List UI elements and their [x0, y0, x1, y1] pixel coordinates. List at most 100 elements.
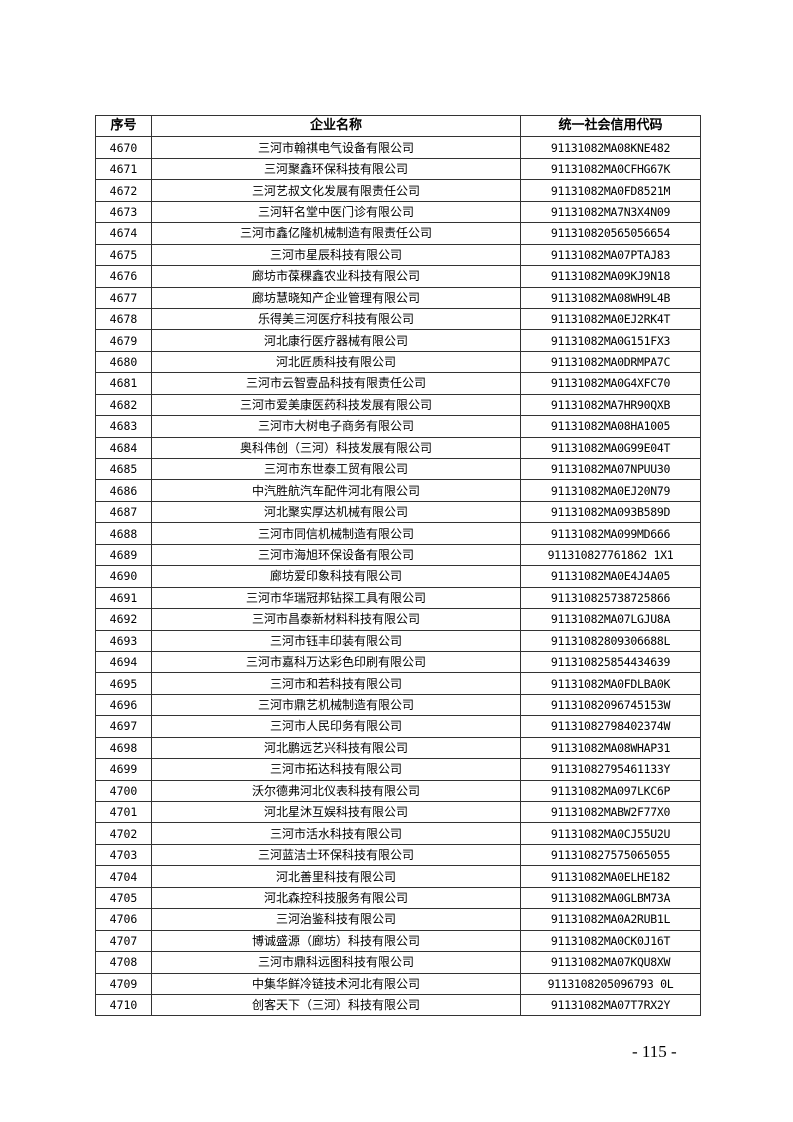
- credit-code: 91131082MA0CFHG67K: [520, 157, 701, 181]
- company-name: 三河市海旭环保设备有限公司: [151, 543, 521, 567]
- credit-code: 91131082MA07T7RX2Y: [520, 993, 701, 1017]
- company-name: 三河市鼎艺机械制造有限公司: [151, 693, 521, 717]
- header-company-name: 企业名称: [151, 114, 521, 138]
- credit-code: 911310820565056654: [520, 222, 701, 245]
- row-index: 4674: [95, 222, 152, 245]
- table-row: 4688 三河市同信机械制造有限公司 91131082MA099MD666: [95, 522, 701, 545]
- table-row: 4677 廊坊慧晓知产企业管理有限公司 91131082MA08WH9L4B: [95, 286, 701, 309]
- row-index: 4696: [95, 693, 152, 717]
- table-row: 4670 三河市翰祺电气设备有限公司 91131082MA08KNE482: [95, 136, 701, 159]
- row-index: 4690: [95, 565, 152, 588]
- row-index: 4700: [95, 779, 152, 803]
- table-row: 4679 河北康行医疗器械有限公司 91131082MA0G151FX3: [95, 329, 701, 352]
- credit-code: 911310827761862 1X1: [520, 543, 701, 567]
- company-name: 廊坊爱印象科技有限公司: [151, 565, 521, 588]
- table-row: 4689 三河市海旭环保设备有限公司 911310827761862 1X1: [95, 543, 701, 567]
- company-name: 三河市翰祺电气设备有限公司: [151, 136, 521, 159]
- row-index: 4707: [95, 929, 152, 953]
- credit-code: 91131082MA0FD8521M: [520, 179, 701, 202]
- table-row: 4675 三河市星辰科技有限公司 91131082MA07PTAJ83: [95, 243, 701, 267]
- row-index: 4683: [95, 415, 152, 438]
- row-index: 4676: [95, 265, 152, 288]
- row-index: 4681: [95, 372, 152, 395]
- credit-code: 91131082MA0GLBM73A: [520, 886, 701, 910]
- header-index: 序号: [95, 114, 152, 138]
- row-index: 4694: [95, 650, 152, 674]
- table-row: 4702 三河市活水科技有限公司 91131082MA0CJ55U2U: [95, 822, 701, 845]
- page-number: - 115 -: [632, 1042, 677, 1061]
- company-name: 中集华鲜冷链技术河北有限公司: [151, 972, 521, 995]
- credit-code: 91131082MA09KJ9N18: [520, 265, 701, 288]
- company-name: 三河艺叔文化发展有限责任公司: [151, 179, 521, 202]
- table-row: 4672 三河艺叔文化发展有限责任公司 91131082MA0FD8521M: [95, 179, 701, 202]
- row-index: 4677: [95, 286, 152, 309]
- company-name: 三河市华瑞冠邦钻探工具有限公司: [151, 586, 521, 610]
- row-index: 4670: [95, 136, 152, 159]
- company-name: 沃尔德弗河北仪表科技有限公司: [151, 779, 521, 803]
- table-row: 4681 三河市云智壹品科技有限责任公司 91131082MA0G4XFC70: [95, 372, 701, 395]
- company-name: 奥科伟创（三河）科技发展有限公司: [151, 436, 521, 460]
- table-row: 4700 沃尔德弗河北仪表科技有限公司 91131082MA097LKC6P: [95, 779, 701, 803]
- company-name: 河北聚实厚达机械有限公司: [151, 500, 521, 524]
- row-index: 4682: [95, 393, 152, 417]
- table-row: 4707 博诚盛源（廊坊）科技有限公司 91131082MA0CK0J16T: [95, 929, 701, 953]
- credit-code: 91131082MA7HR90QXB: [520, 393, 701, 417]
- credit-code: 91131082MA093B589D: [520, 500, 701, 524]
- company-name: 中汽胜航汽车配件河北有限公司: [151, 479, 521, 502]
- table-row: 4673 三河轩名堂中医门诊有限公司 91131082MA7N3X4N09: [95, 200, 701, 224]
- company-name: 三河市鑫亿隆机械制造有限责任公司: [151, 222, 521, 245]
- credit-code: 91131082798402374W: [520, 715, 701, 738]
- credit-code: 91131082MA08HA1005: [520, 415, 701, 438]
- company-name: 三河市大树电子商务有限公司: [151, 415, 521, 438]
- credit-code: 91131082MA0ELHE182: [520, 865, 701, 888]
- company-name: 三河市同信机械制造有限公司: [151, 522, 521, 545]
- company-name: 三河市云智壹品科技有限责任公司: [151, 372, 521, 395]
- company-name: 三河市东世泰工贸有限公司: [151, 457, 521, 481]
- credit-code: 91131082MA0E4J4A05: [520, 565, 701, 588]
- credit-code: 91131082MA0G4XFC70: [520, 372, 701, 395]
- table-row: 4684 奥科伟创（三河）科技发展有限公司 91131082MA0G99E04T: [95, 436, 701, 460]
- table-row: 4692 三河市昌泰新材料科技有限公司 91131082MA07LGJU8A: [95, 608, 701, 631]
- table-row: 4671 三河聚鑫环保科技有限公司 91131082MA0CFHG67K: [95, 157, 701, 181]
- table-row: 4698 河北鹏远艺兴科技有限公司 91131082MA08WHAP31: [95, 736, 701, 760]
- credit-code: 91131082MA07KQU8XW: [520, 951, 701, 974]
- company-name: 河北匠质科技有限公司: [151, 350, 521, 374]
- company-name: 三河市钰丰印装有限公司: [151, 629, 521, 652]
- credit-code: 91131082MA0G99E04T: [520, 436, 701, 460]
- row-index: 4671: [95, 157, 152, 181]
- row-index: 4684: [95, 436, 152, 460]
- row-index: 4697: [95, 715, 152, 738]
- row-index: 4701: [95, 800, 152, 824]
- row-index: 4710: [95, 993, 152, 1017]
- row-index: 4705: [95, 886, 152, 910]
- table-row: 4706 三河治鉴科技有限公司 91131082MA0A2RUB1L: [95, 908, 701, 931]
- credit-code: 91131082MA08WH9L4B: [520, 286, 701, 309]
- table-row: 4699 三河市拓达科技有限公司 91131082795461133Y: [95, 758, 701, 781]
- credit-code: 91131082MA0FDLBA0K: [520, 672, 701, 695]
- company-name: 乐得美三河医疗科技有限公司: [151, 307, 521, 331]
- credit-code: 91131082MA0EJ20N79: [520, 479, 701, 502]
- row-index: 4688: [95, 522, 152, 545]
- table-row: 4695 三河市和若科技有限公司 91131082MA0FDLBA0K: [95, 672, 701, 695]
- company-name: 三河市人民印务有限公司: [151, 715, 521, 738]
- company-name: 创客天下（三河）科技有限公司: [151, 993, 521, 1017]
- table-row: 4682 三河市爱美康医药科技发展有限公司 91131082MA7HR90QXB: [95, 393, 701, 417]
- company-name: 博诚盛源（廊坊）科技有限公司: [151, 929, 521, 953]
- company-name: 三河治鉴科技有限公司: [151, 908, 521, 931]
- row-index: 4679: [95, 329, 152, 352]
- table-row: 4697 三河市人民印务有限公司 91131082798402374W: [95, 715, 701, 738]
- row-index: 4704: [95, 865, 152, 888]
- table-row: 4674 三河市鑫亿隆机械制造有限责任公司 911310820565056654: [95, 222, 701, 245]
- company-name: 河北森控科技服务有限公司: [151, 886, 521, 910]
- credit-code: 9113108205096793 0L: [520, 972, 701, 995]
- credit-code: 91131082MA08WHAP31: [520, 736, 701, 760]
- row-index: 4687: [95, 500, 152, 524]
- credit-code: 91131082MA0G151FX3: [520, 329, 701, 352]
- table-row: 4683 三河市大树电子商务有限公司 91131082MA08HA1005: [95, 415, 701, 438]
- credit-code: 91131082MABW2F77X0: [520, 800, 701, 824]
- credit-code: 91131082MA7N3X4N09: [520, 200, 701, 224]
- company-name: 河北鹏远艺兴科技有限公司: [151, 736, 521, 760]
- header-credit-code: 统一社会信用代码: [520, 114, 701, 138]
- table-row: 4691 三河市华瑞冠邦钻探工具有限公司 911310825738725866: [95, 586, 701, 610]
- credit-code: 911310825854434639: [520, 650, 701, 674]
